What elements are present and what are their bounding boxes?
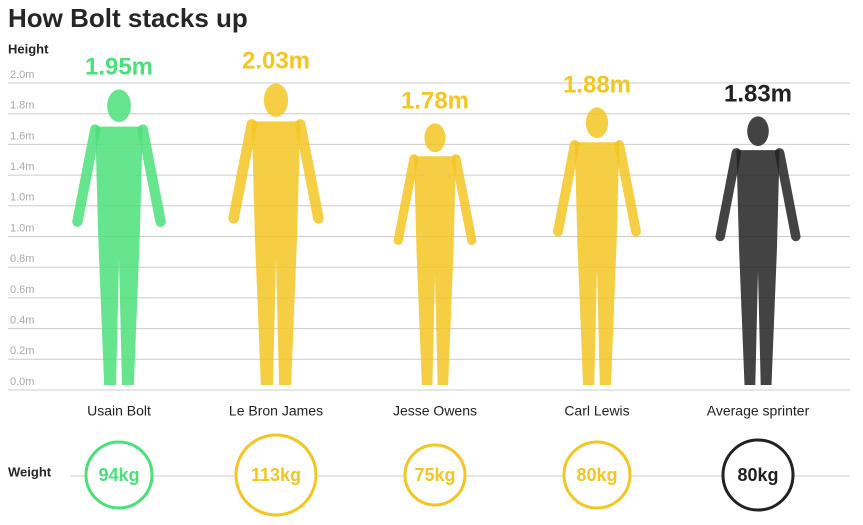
height-tick-label: 1.0m	[10, 192, 34, 204]
athlete-weight: 75kg	[414, 465, 455, 485]
title: How Bolt stacks up	[8, 3, 248, 33]
athlete-figure	[393, 123, 477, 385]
figure-body	[736, 150, 780, 385]
height-tick-label: 1.8m	[10, 100, 34, 112]
height-label: Height	[8, 41, 49, 56]
athlete-weight: 80kg	[576, 465, 617, 485]
figure-arms	[553, 140, 641, 237]
athlete-weight: 80kg	[737, 465, 778, 485]
athlete-name: Usain Bolt	[87, 403, 151, 419]
figure-head	[585, 107, 609, 139]
athlete-weight: 113kg	[251, 465, 301, 485]
figure-arms	[228, 119, 324, 224]
athlete-figure	[553, 107, 641, 385]
athlete-height: 2.03m	[242, 47, 310, 74]
height-tick-label: 1.6m	[10, 130, 34, 142]
figure-head	[747, 116, 769, 147]
height-tick-label: 0.2m	[10, 345, 34, 357]
figure-body	[574, 142, 620, 385]
height-tick-label: 0.6m	[10, 284, 34, 296]
weight-circle	[403, 443, 467, 507]
athlete-name: Carl Lewis	[564, 403, 629, 419]
height-tick-label: 0.0m	[10, 376, 34, 388]
athlete-height: 1.95m	[85, 53, 153, 80]
height-tick-label: 0.4m	[10, 315, 34, 327]
athlete-name: Average sprinter	[707, 403, 810, 419]
figure-body	[95, 126, 143, 386]
figure-head	[424, 123, 446, 153]
figure-arms	[715, 148, 801, 242]
figure-body	[413, 156, 457, 385]
height-tick-label: 2.0m	[10, 69, 34, 81]
athlete-name: Le Bron James	[229, 403, 323, 419]
height-tick-label: 0.8m	[10, 253, 34, 265]
athlete-figure	[715, 116, 801, 385]
weight-circle	[234, 433, 318, 517]
height-tick-label: 1.4m	[10, 161, 34, 173]
athlete-figure	[72, 89, 166, 386]
athlete-name: Jesse Owens	[393, 403, 477, 419]
figure-arms	[72, 124, 166, 227]
weight-circle	[562, 440, 632, 510]
figure-arms	[393, 154, 477, 245]
athlete-weight: 94kg	[98, 465, 139, 485]
athlete-height: 1.83m	[724, 80, 792, 107]
athlete-figure	[228, 83, 324, 385]
weight-circle	[721, 438, 795, 512]
athlete-height: 1.88m	[563, 71, 631, 98]
figure-body	[251, 121, 301, 385]
weight-circle	[84, 440, 154, 510]
figure-head	[263, 83, 289, 117]
weight-label: Weight	[8, 464, 52, 479]
athlete-height: 1.78m	[401, 87, 469, 114]
figure-head	[107, 89, 131, 123]
height-tick-label: 1.0m	[10, 222, 34, 234]
